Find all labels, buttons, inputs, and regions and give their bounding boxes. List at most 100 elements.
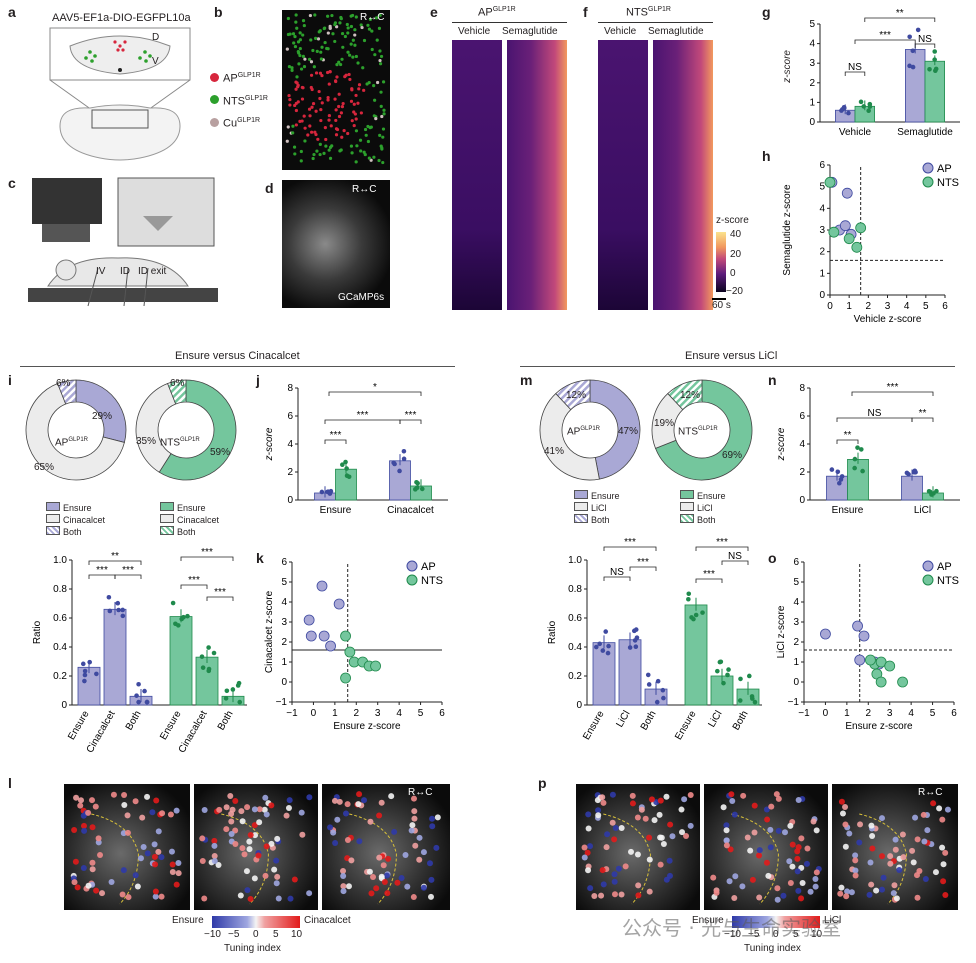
chart-g-point — [910, 48, 916, 54]
tuning-p-tick2: 0 — [773, 929, 779, 940]
mic-l3-cell — [348, 857, 355, 864]
mic-l1-cell — [89, 859, 96, 866]
neuron-dot — [374, 117, 378, 121]
mic-p2-cell — [739, 883, 746, 890]
mic-l1-cell — [151, 853, 158, 860]
neuron-dot — [319, 57, 323, 61]
neuron-dot — [288, 97, 292, 102]
mic-p1-cell — [611, 878, 618, 885]
chart-mbar-point — [645, 672, 651, 678]
tuning-l-title: Tuning index — [224, 943, 281, 954]
colorbar-tick-0: 0 — [730, 268, 736, 279]
neuron-dot — [349, 42, 353, 46]
mic-l1-cell — [149, 809, 156, 816]
mic-p3-cell — [842, 843, 849, 850]
neuron-dot — [295, 75, 299, 79]
tuning-l-right: Cinacalcet — [304, 915, 351, 926]
legend-m-ap-ensure: Ensure — [574, 490, 620, 502]
chart-o-ylabel: LiCl z-score — [776, 605, 787, 658]
orient-b: R↔C — [360, 12, 385, 23]
heatmap-e-title-sup: GLP1R — [492, 6, 516, 13]
mic-l2-cell — [239, 818, 246, 825]
pie-m-ap-slice — [555, 379, 591, 411]
neuron-dot — [373, 53, 377, 57]
orient-p: R↔C — [918, 787, 943, 798]
mic-p2-cell — [787, 879, 794, 886]
scalebar-label: 60 s — [712, 300, 731, 311]
chart-o-point — [884, 660, 896, 672]
mic-l1-cell — [155, 848, 162, 855]
panel-label-g: g — [762, 4, 771, 20]
chart-ibar-point — [200, 665, 206, 670]
mic-l1-cell — [99, 890, 106, 897]
neuron-dot — [350, 87, 354, 91]
mic-p3-cell — [844, 888, 851, 895]
chart-o-xlabel: Ensure z-score — [845, 721, 913, 732]
chart-h-xtick-label: 4 — [904, 301, 910, 312]
chart-h-xtick-label: 5 — [923, 301, 929, 312]
mic-l1-cell — [74, 884, 81, 891]
mic-l3-cell — [367, 818, 374, 825]
heatmap-f-rule — [598, 22, 713, 23]
chart-ibar-xlabel: Ensure — [158, 709, 184, 742]
mic-l2-cell — [244, 804, 251, 811]
chart-mbar-point — [738, 676, 743, 682]
neuron-dot — [364, 133, 368, 137]
chart-o-xtick-label: 5 — [930, 708, 936, 719]
mic-p1-cell — [663, 793, 670, 800]
mic-l3-cell — [336, 798, 343, 805]
chart-o-xtick-label: 1 — [844, 708, 850, 719]
neuron-dot — [314, 36, 318, 40]
mic-l2-cell — [199, 835, 206, 842]
chart-h-ytick-label: 4 — [819, 203, 825, 214]
neuron-dot — [333, 39, 337, 44]
mic-l3-cell — [433, 844, 440, 851]
mic-p3-cell — [914, 836, 921, 843]
neuron-dot — [300, 85, 304, 90]
chart-k-xtick-label: −1 — [286, 708, 298, 719]
chart-h-xtick-label: 0 — [827, 301, 833, 312]
i-sig-0-bracket — [88, 560, 142, 565]
i-sig-0-text: ** — [111, 551, 119, 562]
m-sig-3-bracket — [695, 546, 749, 551]
chart-o-xtick-label: 4 — [908, 708, 914, 719]
chart-g: 0 1 2 3 4 5 Vehicle Semaglutide NS *** NS ** — [809, 8, 960, 138]
mic-l2-cell — [246, 838, 253, 845]
legend-ap-name: AP — [223, 72, 238, 85]
mic-l1-cell — [89, 797, 96, 804]
mic-p2-cell — [787, 822, 794, 829]
neuron-dot — [359, 23, 363, 27]
legend-m-nts-ensure: Ensure — [680, 490, 726, 502]
mic-p2-cell — [780, 892, 787, 899]
mic-l3-cell — [340, 888, 347, 895]
mic-p2-cell — [732, 873, 739, 880]
mic-p2-cell — [751, 802, 758, 809]
neuron-dot — [335, 75, 339, 79]
mic-p1-cell — [667, 821, 674, 828]
chart-ibar-point — [94, 671, 99, 677]
neuron-dot — [314, 109, 318, 113]
chart-k-ytick-label: 3 — [281, 617, 287, 628]
pie-i-nts-slice — [135, 382, 177, 473]
chart-mbar-point — [605, 650, 611, 656]
chart-o-xtick-label: 2 — [866, 708, 872, 719]
neuron-dot — [318, 29, 322, 33]
mic-p1-cell — [629, 792, 636, 799]
chart-mbar-xlabel: Ensure — [581, 709, 607, 742]
mic-p2-cell — [731, 895, 738, 902]
chart-j-point — [419, 486, 425, 492]
mic-p3-cell — [939, 816, 946, 823]
neuron-dot — [353, 28, 357, 32]
mic-l3-cell — [345, 883, 352, 890]
mic-p1-cell — [581, 844, 588, 851]
panel-label-d: d — [265, 180, 274, 196]
mic-l2-cell — [256, 806, 263, 813]
pie-i-nts-pct1: 35% — [136, 436, 157, 447]
mic-p2-cell — [723, 842, 730, 849]
chart-o-ytick-label: 4 — [793, 597, 799, 608]
mic-p3-cell — [932, 869, 939, 876]
mic-l1-cell — [151, 841, 158, 848]
mic-p1-cell — [656, 811, 663, 818]
neuron-dot — [309, 38, 313, 42]
mic-l1-cell — [144, 850, 151, 857]
